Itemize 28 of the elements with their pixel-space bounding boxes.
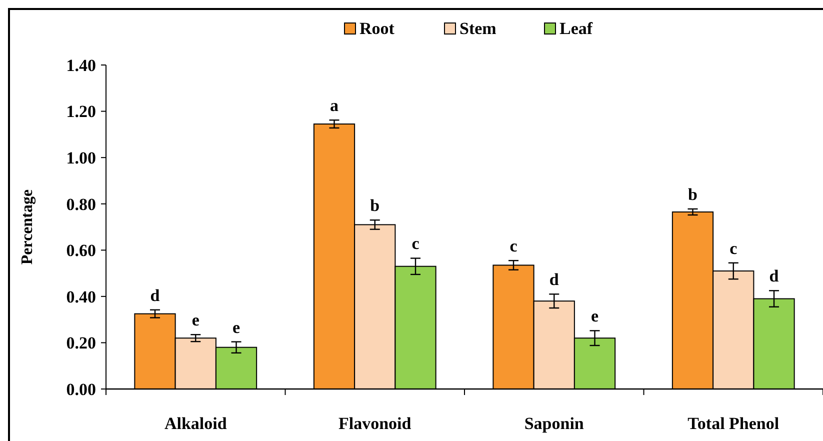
- data-label: d: [769, 266, 780, 286]
- y-tick-label: 1.00: [66, 148, 96, 168]
- data-label: b: [688, 184, 698, 204]
- data-label: d: [549, 270, 560, 290]
- legend-label: Leaf: [560, 19, 593, 38]
- data-label: e: [590, 306, 599, 326]
- legend-label: Root: [360, 19, 395, 38]
- y-axis-title: Percentage: [19, 189, 36, 265]
- y-tick-label: 0.80: [66, 194, 96, 214]
- data-label: e: [192, 310, 200, 330]
- x-tick-label: Flavonoid: [338, 414, 412, 433]
- x-tick-label: Total Phenol: [688, 414, 780, 433]
- data-label: e: [232, 318, 240, 337]
- legend-label: Stem: [460, 19, 496, 38]
- y-tick-label: 0.40: [66, 287, 96, 306]
- data-label: c: [510, 236, 518, 256]
- y-tick-label: 1.40: [66, 56, 96, 75]
- data-label: a: [330, 96, 339, 116]
- x-tick-label: Saponin: [524, 414, 584, 433]
- y-tick-label: 0.20: [66, 334, 96, 353]
- y-tick-label: 0.60: [66, 241, 96, 260]
- data-label: c: [730, 238, 738, 258]
- data-label: c: [412, 234, 420, 254]
- data-label: b: [370, 196, 380, 216]
- x-tick-label: Alkaloid: [164, 414, 228, 433]
- y-tick-label: 0.00: [66, 380, 96, 399]
- y-tick-label: 1.20: [66, 102, 96, 122]
- data-label: d: [150, 286, 160, 305]
